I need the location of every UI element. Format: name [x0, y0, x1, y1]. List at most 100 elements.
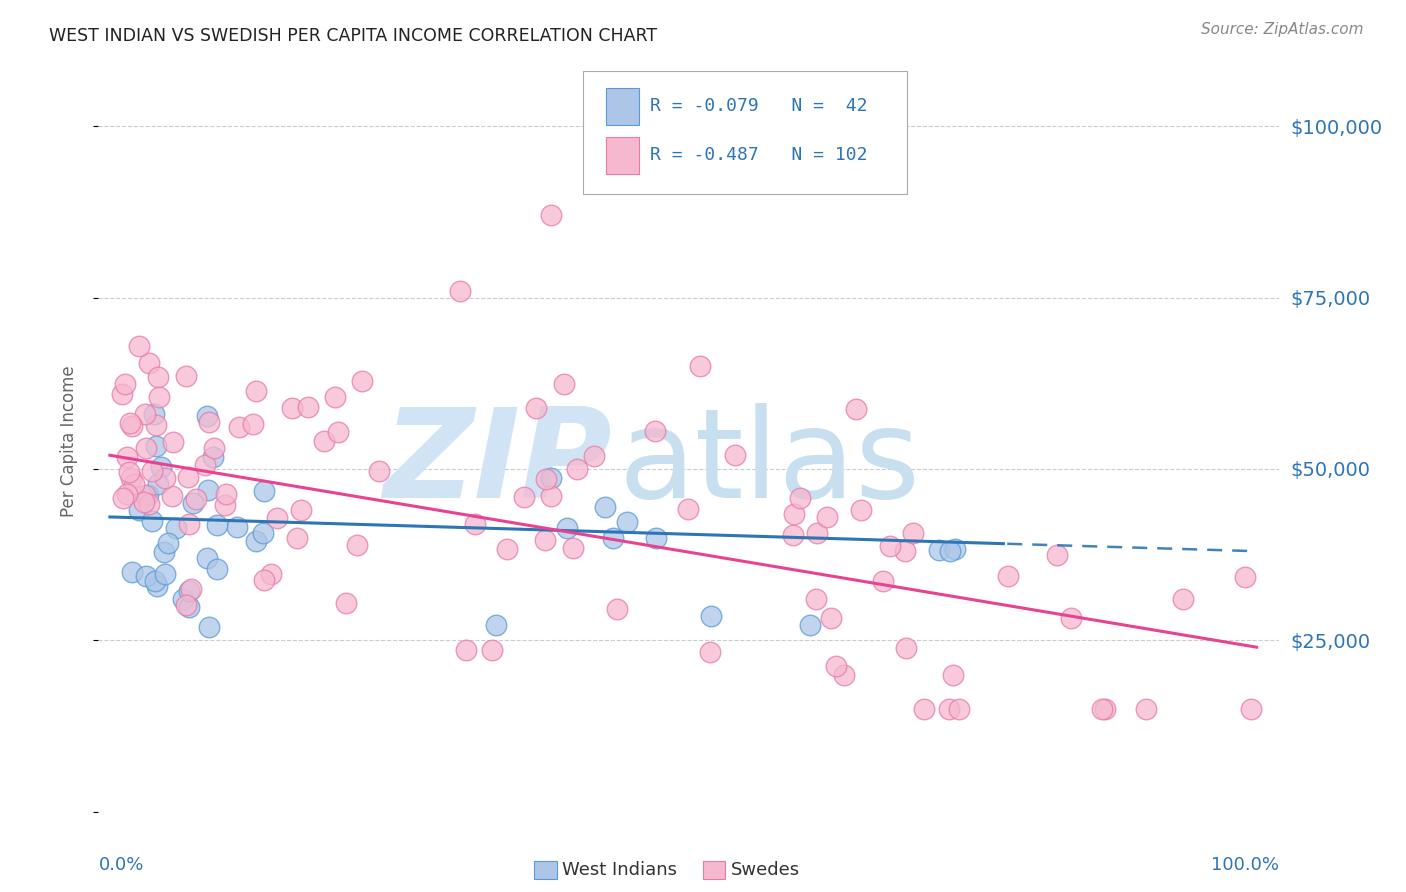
Point — [782, 528, 804, 542]
Point — [115, 487, 138, 501]
Point — [367, 464, 389, 478]
Point — [122, 477, 145, 491]
Point — [1046, 548, 1069, 562]
Point — [323, 390, 346, 404]
Point — [832, 668, 855, 682]
Point — [943, 541, 966, 556]
Point — [146, 369, 169, 384]
Point — [602, 532, 624, 546]
Point — [177, 470, 200, 484]
Point — [198, 620, 221, 634]
Text: R = -0.079   N =  42: R = -0.079 N = 42 — [650, 97, 868, 115]
FancyBboxPatch shape — [582, 71, 907, 194]
Point — [689, 359, 711, 373]
Point — [141, 514, 163, 528]
Point — [644, 424, 666, 438]
Point — [195, 409, 218, 423]
Point — [136, 488, 159, 502]
Point — [912, 702, 935, 716]
Point — [699, 645, 721, 659]
Point — [799, 618, 821, 632]
Point — [114, 377, 136, 392]
Point — [226, 520, 249, 534]
Point — [540, 489, 562, 503]
Point — [141, 464, 163, 478]
Point — [120, 471, 142, 485]
Point — [562, 541, 585, 556]
Point — [177, 516, 200, 531]
Point — [806, 525, 828, 540]
Point — [849, 503, 872, 517]
Point — [245, 384, 267, 399]
Point — [214, 498, 236, 512]
Point — [845, 401, 868, 416]
Point — [534, 533, 557, 547]
Point — [495, 542, 517, 557]
Point — [156, 536, 179, 550]
Point — [118, 416, 141, 430]
Point — [266, 511, 288, 525]
Point — [350, 374, 373, 388]
Point — [565, 461, 588, 475]
Point — [894, 640, 917, 655]
Text: Source: ZipAtlas.com: Source: ZipAtlas.com — [1201, 22, 1364, 37]
Point — [616, 515, 638, 529]
Point — [825, 659, 848, 673]
Point — [335, 596, 357, 610]
Point — [789, 491, 811, 505]
Point — [1135, 702, 1157, 716]
Point — [110, 387, 132, 401]
Point — [138, 497, 160, 511]
Point — [290, 503, 312, 517]
Point — [142, 407, 165, 421]
Point — [783, 507, 806, 521]
Point — [194, 458, 217, 472]
Point — [928, 543, 950, 558]
Point — [176, 598, 198, 612]
Point — [346, 538, 368, 552]
Point — [553, 376, 575, 391]
Point — [724, 448, 747, 462]
Point — [297, 400, 319, 414]
Text: atlas: atlas — [619, 403, 920, 524]
Point — [145, 418, 167, 433]
Point — [153, 545, 176, 559]
Point — [1091, 702, 1114, 716]
FancyBboxPatch shape — [606, 136, 640, 174]
Point — [184, 492, 207, 507]
Text: WEST INDIAN VS SWEDISH PER CAPITA INCOME CORRELATION CHART: WEST INDIAN VS SWEDISH PER CAPITA INCOME… — [49, 27, 658, 45]
Point — [146, 477, 169, 491]
Point — [804, 592, 827, 607]
Point — [198, 415, 221, 429]
Point — [179, 583, 201, 598]
Point — [177, 600, 200, 615]
Point — [135, 441, 157, 455]
Point — [172, 592, 194, 607]
Point — [121, 565, 143, 579]
Point — [1233, 570, 1256, 584]
Point — [228, 419, 250, 434]
Point — [143, 574, 166, 588]
Point — [165, 521, 187, 535]
Point — [872, 574, 894, 589]
Point — [148, 390, 170, 404]
Text: Swedes: Swedes — [731, 861, 800, 879]
Point — [997, 569, 1019, 583]
Point — [180, 582, 202, 596]
Point — [464, 516, 486, 531]
Point — [1173, 591, 1195, 606]
Point — [513, 490, 536, 504]
Point — [449, 284, 471, 298]
Point — [948, 702, 970, 716]
Point — [285, 531, 308, 545]
Point — [195, 550, 218, 565]
Point — [312, 434, 335, 449]
Point — [112, 491, 135, 505]
Point — [132, 495, 155, 509]
Point — [540, 208, 562, 222]
Point — [524, 401, 547, 415]
Point — [481, 643, 503, 657]
Point — [901, 525, 924, 540]
Point — [1059, 611, 1081, 625]
Point — [145, 439, 167, 453]
